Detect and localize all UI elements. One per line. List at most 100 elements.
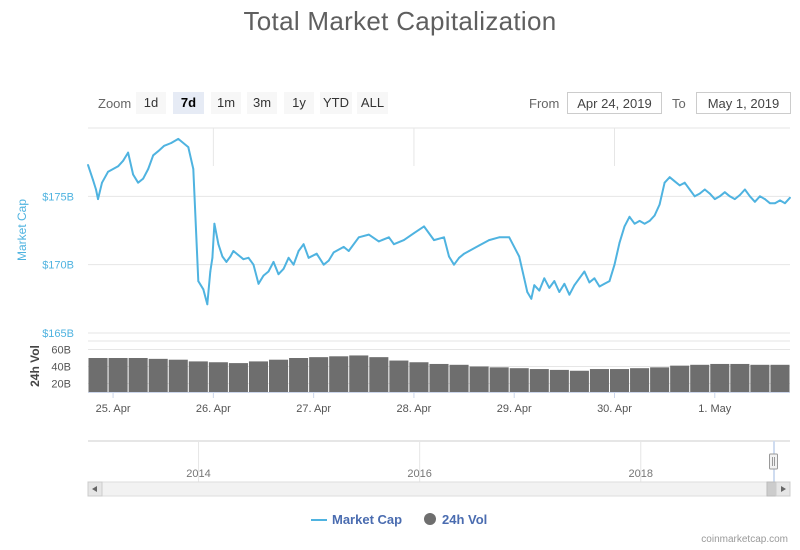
market-cap-point: [784, 202, 786, 205]
volume-bar: [750, 364, 770, 392]
market-cap-point: [718, 195, 721, 198]
market-cap-point: [192, 168, 195, 170]
market-cap-point: [708, 192, 711, 195]
market-cap-point: [688, 188, 691, 191]
market-cap-point: [618, 241, 621, 244]
market-cap-point: [728, 195, 731, 198]
market-cap-point: [252, 263, 255, 266]
market-cap-point: [530, 297, 533, 300]
market-cap-point: [468, 250, 470, 252]
zoom-7d-button[interactable]: 7d: [173, 92, 204, 114]
x-tick-label: 30. Apr: [597, 403, 632, 415]
market-cap-point: [553, 280, 556, 282]
market-cap-point: [448, 255, 450, 258]
zoom-1m-button[interactable]: 1m: [211, 92, 241, 114]
market-cap-point: [668, 176, 671, 179]
market-cap-point: [132, 173, 135, 176]
market-cap-point: [262, 274, 265, 277]
market-cap-point: [367, 233, 370, 236]
range-to-input[interactable]: May 1, 2019: [696, 92, 791, 114]
market-cap-point: [643, 222, 646, 225]
zoom-1d-button[interactable]: 1d: [136, 92, 166, 114]
volume-bar: [589, 369, 609, 392]
market-cap-point: [443, 236, 445, 239]
x-tick-label: 28. Apr: [396, 403, 431, 415]
volume-bar: [289, 358, 309, 392]
market-cap-point: [713, 198, 716, 200]
market-cap-point: [221, 255, 224, 258]
market-cap-point: [117, 165, 119, 168]
legend-market-cap[interactable]: Market Cap: [332, 512, 403, 527]
y-axis-title-volume: 24h Vol: [28, 345, 42, 387]
x-tick-label: 27. Apr: [296, 403, 331, 415]
market-cap-point: [152, 154, 155, 157]
market-cap-point: [217, 243, 220, 246]
volume-bar: [269, 359, 289, 392]
market-cap-point: [723, 191, 726, 194]
navigator[interactable]: 2014 2016 2018: [87, 440, 791, 497]
market-cap-point: [453, 263, 455, 266]
zoom-ytd-button[interactable]: YTD: [320, 92, 352, 114]
market-cap-point: [277, 273, 280, 276]
volume-bar: [168, 359, 188, 392]
volume-bar: [549, 369, 569, 392]
market-cap-point: [342, 246, 345, 248]
zoom-3m-button[interactable]: 3m: [247, 92, 277, 114]
market-cap-point: [297, 250, 300, 252]
market-cap-point: [673, 180, 676, 183]
zoom-all-button[interactable]: ALL: [357, 92, 388, 114]
market-cap-point: [315, 252, 318, 255]
market-cap-point: [225, 261, 228, 263]
scrollbar-thumb: [766, 481, 777, 497]
y-axis-title-market-cap: Market Cap: [15, 199, 29, 261]
volume-bar: [469, 366, 489, 392]
legend-volume[interactable]: 24h Vol: [442, 512, 488, 527]
volume-bar: [690, 364, 710, 392]
x-tick-label: 26. Apr: [196, 403, 231, 415]
market-cap-point: [137, 181, 140, 184]
market-cap-point: [292, 263, 295, 266]
y-tick-label-mc: $170B: [42, 260, 74, 272]
market-cap-line: [87, 137, 791, 306]
navigator-year-label: 2016: [407, 468, 431, 480]
market-cap-point: [377, 240, 380, 243]
market-cap-point: [498, 236, 501, 239]
scroll-left-icon: [92, 486, 97, 492]
market-cap-point: [157, 150, 160, 153]
volume-bar: [208, 362, 228, 392]
market-cap-point: [302, 243, 305, 246]
volume-bar: [309, 357, 329, 392]
volume-bar: [148, 358, 168, 392]
volume-bar: [248, 361, 269, 392]
y-tick-label-vol: 60B: [51, 345, 71, 357]
market-cap-point: [163, 144, 166, 147]
market-cap-point: [197, 280, 200, 282]
y-tick-label-vol: 20B: [51, 379, 71, 391]
volume-bar: [409, 362, 429, 392]
volume-series: [88, 355, 790, 392]
volume-bar: [128, 358, 148, 392]
zoom-1y-button[interactable]: 1y: [284, 92, 314, 114]
market-cap-point: [568, 293, 571, 296]
credit-link[interactable]: coinmarketcap.com: [701, 534, 788, 545]
market-cap-point: [213, 222, 216, 225]
market-cap-point: [463, 252, 465, 255]
market-cap-point: [558, 291, 561, 293]
range-from-input[interactable]: Apr 24, 2019: [567, 92, 662, 114]
volume-bar: [670, 365, 690, 392]
market-cap-point: [789, 196, 791, 199]
market-cap-point: [748, 195, 751, 198]
market-cap-point: [613, 263, 616, 266]
market-cap-point: [202, 288, 205, 291]
market-cap-point: [628, 215, 631, 218]
volume-bar: [349, 355, 369, 392]
volume-bar: [529, 369, 549, 392]
volume-bar: [609, 369, 630, 392]
volume-bar: [228, 363, 248, 392]
volume-bar: [650, 367, 670, 392]
market-cap-point: [257, 282, 260, 285]
market-cap-point: [769, 202, 771, 205]
scrollbar-track: [87, 481, 791, 497]
market-cap-point: [433, 239, 435, 241]
